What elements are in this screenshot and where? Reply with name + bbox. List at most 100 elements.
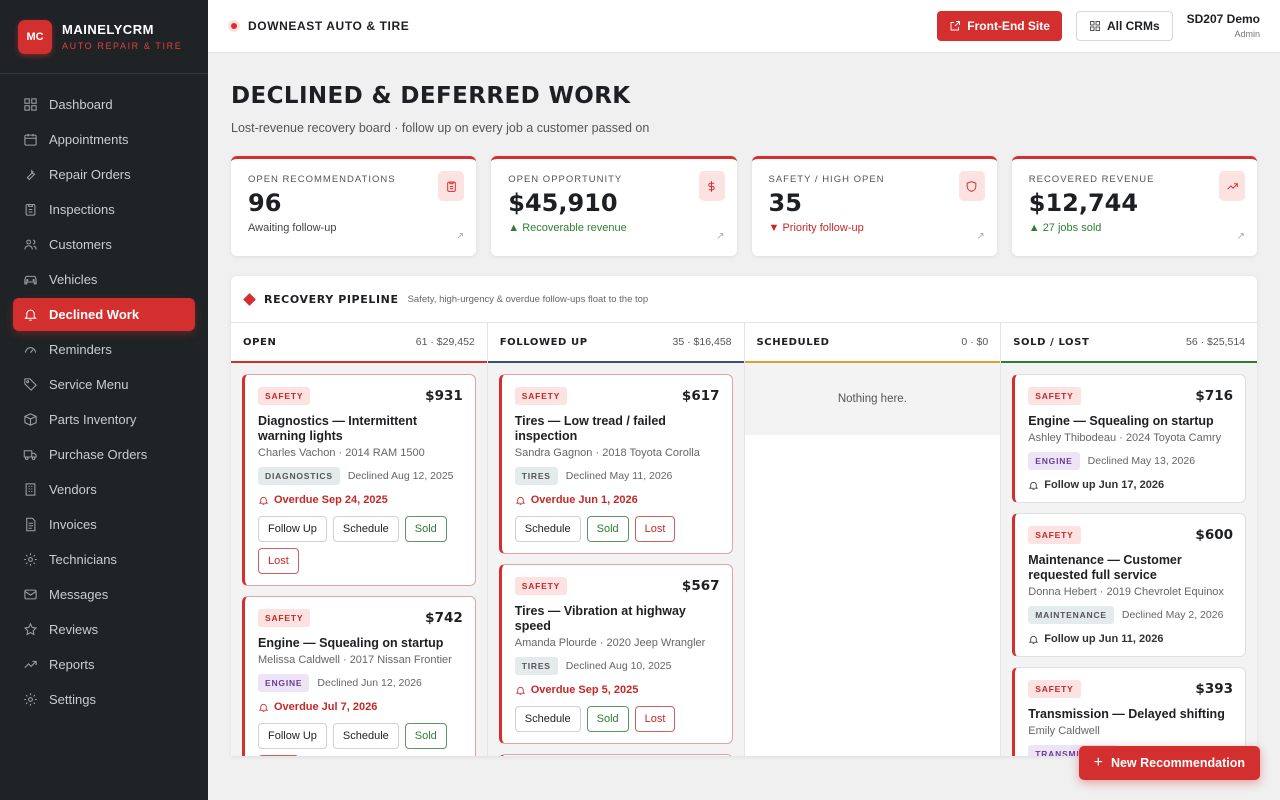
settings-icon bbox=[24, 693, 37, 706]
sidebar-item-label: Appointments bbox=[49, 132, 129, 147]
sidebar-item-reports[interactable]: Reports bbox=[13, 648, 195, 681]
all-crms-label: All CRMs bbox=[1106, 19, 1160, 33]
sidebar-item-label: Customers bbox=[49, 237, 112, 252]
box-icon bbox=[24, 413, 37, 426]
sidebar-item-messages[interactable]: Messages bbox=[13, 578, 195, 611]
lost-button[interactable]: Lost bbox=[634, 706, 676, 732]
card-actions: Schedule Sold Lost bbox=[514, 516, 720, 542]
all-crms-button[interactable]: All CRMs bbox=[1075, 11, 1173, 41]
sidebar-item-label: Dashboard bbox=[49, 97, 113, 112]
priority-badge: SAFETY bbox=[1028, 526, 1081, 544]
car-icon bbox=[24, 275, 37, 285]
card-meta: MAINTENANCE Declined May 2, 2026 bbox=[1028, 606, 1233, 624]
sidebar-item-technicians[interactable]: Technicians bbox=[13, 543, 195, 576]
follow-up-button[interactable]: Follow Up bbox=[258, 516, 327, 542]
lost-button[interactable]: Lost bbox=[258, 548, 299, 574]
follow-up-button[interactable]: Follow Up bbox=[258, 723, 327, 749]
new-recommendation-button[interactable]: + New Recommendation bbox=[1078, 746, 1260, 780]
card-header: SAFETY $716 bbox=[1028, 387, 1233, 405]
sidebar-item-repair-orders[interactable]: Repair Orders bbox=[13, 158, 195, 191]
column-title: SOLD / LOST bbox=[1013, 336, 1090, 348]
user-menu[interactable]: SD207 Demo Admin bbox=[1187, 12, 1260, 40]
sidebar-item-vehicles[interactable]: Vehicles bbox=[13, 263, 195, 296]
bell-icon bbox=[258, 496, 269, 505]
stat-label: OPEN RECOMMENDATIONS bbox=[248, 174, 396, 185]
column-header: OPEN 61 · $29,452 bbox=[231, 323, 487, 363]
card-customer: Melissa Caldwell · 2017 Nissan Frontier bbox=[258, 654, 452, 666]
card-price: $716 bbox=[1195, 388, 1233, 404]
sidebar-item-label: Reviews bbox=[49, 622, 99, 637]
card-customer: Amanda Plourde · 2020 Jeep Wrangler bbox=[514, 637, 706, 649]
overdue-date: Overdue Sep 24, 2025 bbox=[258, 494, 463, 506]
brand-name: MAINELYCRM bbox=[62, 22, 154, 37]
sidebar-item-reminders[interactable]: Reminders bbox=[13, 333, 195, 366]
recommendation-card[interactable]: SAFETY $617 Tires — Low tread / failed ins… bbox=[498, 374, 733, 554]
recommendation-card[interactable]: SAFETY $393 Transmission — Delayed shiftin… bbox=[1012, 667, 1246, 756]
overdue-date: Overdue Jul 7, 2026 bbox=[258, 701, 463, 713]
bell-icon bbox=[1029, 481, 1039, 490]
recommendation-card[interactable]: SAFETY$523 bbox=[498, 754, 733, 756]
declined-date: Declined May 11, 2026 bbox=[565, 470, 673, 482]
bell-icon bbox=[24, 309, 37, 321]
user-name: SD207 Demo bbox=[1186, 12, 1260, 26]
stat-subtext: ▼ Priority follow-up bbox=[768, 222, 864, 234]
sidebar-item-declined-work[interactable]: Declined Work bbox=[13, 298, 195, 331]
expand-arrow-icon[interactable]: ↗ bbox=[1236, 231, 1245, 242]
schedule-button[interactable]: Schedule bbox=[332, 723, 399, 749]
page-subtitle: Lost-revenue recovery board · follow up … bbox=[231, 121, 650, 135]
sidebar-item-inspections[interactable]: Inspections bbox=[13, 193, 195, 226]
column-body: SAFETY $617 Tires — Low tread / failed ins… bbox=[487, 363, 744, 756]
schedule-button[interactable]: Schedule bbox=[514, 516, 581, 542]
card-price: $742 bbox=[425, 610, 463, 626]
empty-state: Nothing here. bbox=[744, 363, 1001, 435]
file-icon bbox=[26, 517, 36, 532]
expand-arrow-icon[interactable]: ↗ bbox=[976, 231, 985, 242]
card-header: SAFETY $393 bbox=[1028, 680, 1233, 698]
schedule-button[interactable]: Schedule bbox=[514, 706, 581, 732]
sidebar-item-settings[interactable]: Settings bbox=[13, 683, 195, 716]
sidebar-item-label: Declined Work bbox=[49, 307, 140, 322]
column-header: SCHEDULED 0 · $0 bbox=[744, 323, 1001, 363]
overdue-text: Overdue Sep 5, 2025 bbox=[530, 684, 639, 696]
sidebar-item-dashboard[interactable]: Dashboard bbox=[13, 88, 195, 121]
sidebar-item-customers[interactable]: Customers bbox=[13, 228, 195, 261]
recommendation-card[interactable]: SAFETY $567 Tires — Vibration at highway s… bbox=[498, 564, 733, 744]
lost-button[interactable]: Lost bbox=[634, 516, 676, 542]
brand[interactable]: MC MAINELYCRM AUTO REPAIR & TIRE bbox=[0, 0, 208, 74]
sold-button[interactable]: Sold bbox=[404, 516, 447, 542]
pipeline-column-followed-up: FOLLOWED UP 35 · $16,458 SAFETY $617 Tires —… bbox=[487, 323, 745, 756]
recommendation-card[interactable]: SAFETY $600 Maintenance — Customer request… bbox=[1012, 513, 1246, 657]
sidebar-item-purchase-orders[interactable]: Purchase Orders bbox=[13, 438, 195, 471]
expand-arrow-icon[interactable]: ↗ bbox=[455, 231, 465, 242]
sidebar-item-parts-inventory[interactable]: Parts Inventory bbox=[13, 403, 195, 436]
sidebar-item-vendors[interactable]: Vendors bbox=[13, 473, 195, 506]
recommendation-card[interactable]: SAFETY $742 Engine — Squealing on startup M… bbox=[242, 596, 476, 756]
lost-button[interactable]: Lost bbox=[258, 755, 299, 756]
category-tag: ENGINE bbox=[258, 674, 310, 692]
card-meta: TIRES Declined Aug 10, 2025 bbox=[514, 657, 720, 675]
sold-button[interactable]: Sold bbox=[586, 706, 629, 732]
sidebar-item-label: Inspections bbox=[49, 202, 115, 217]
stat-value: $45,910 bbox=[508, 189, 618, 217]
follow-up-date: Follow up Jun 11, 2026 bbox=[1028, 633, 1233, 645]
sidebar-item-appointments[interactable]: Appointments bbox=[13, 123, 195, 156]
sidebar-item-invoices[interactable]: Invoices bbox=[13, 508, 195, 541]
card-title: Transmission — Delayed shifting bbox=[1028, 707, 1225, 721]
shop-selector[interactable]: DOWNEAST AUTO & TIRE bbox=[228, 19, 409, 33]
stat-label: SAFETY / HIGH OPEN bbox=[768, 174, 885, 185]
sidebar-item-label: Vendors bbox=[49, 482, 97, 497]
card-title: Tires — Low tread / failed inspection bbox=[514, 414, 666, 443]
expand-arrow-icon[interactable]: ↗ bbox=[716, 231, 725, 242]
sidebar-item-reviews[interactable]: Reviews bbox=[13, 613, 195, 646]
recommendation-card[interactable]: SAFETY $716 Engine — Squealing on startup A… bbox=[1012, 374, 1246, 503]
front-end-site-button[interactable]: Front-End Site bbox=[937, 11, 1062, 41]
column-count: 56 · $25,514 bbox=[1186, 336, 1245, 348]
sold-button[interactable]: Sold bbox=[404, 723, 447, 749]
recommendation-card[interactable]: SAFETY $931 Diagnostics — Intermittent war… bbox=[242, 374, 476, 586]
schedule-button[interactable]: Schedule bbox=[332, 516, 399, 542]
brand-logo: MC bbox=[18, 19, 52, 54]
sidebar-item-service-menu[interactable]: Service Menu bbox=[13, 368, 195, 401]
trend-icon bbox=[24, 660, 37, 669]
sold-button[interactable]: Sold bbox=[586, 516, 629, 542]
declined-date: Declined Aug 10, 2025 bbox=[565, 660, 672, 672]
